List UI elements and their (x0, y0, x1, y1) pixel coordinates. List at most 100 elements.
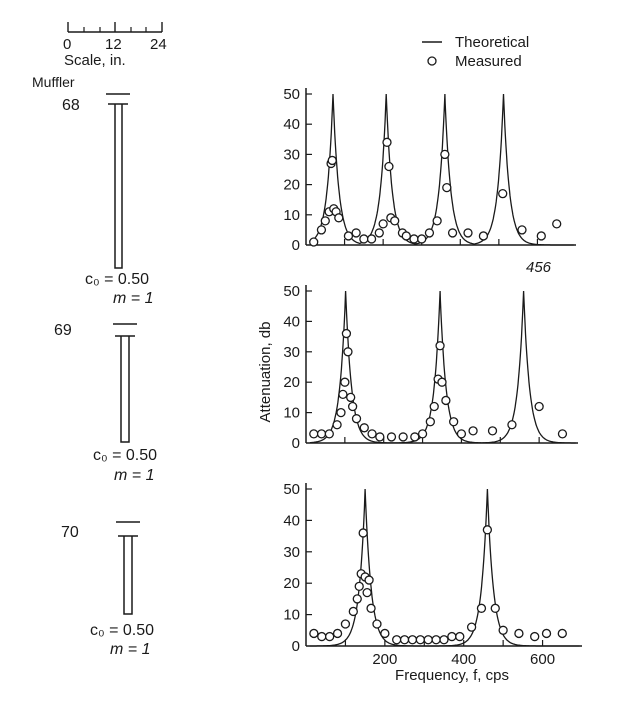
measured-point (417, 234, 427, 244)
measured-point (341, 328, 352, 339)
measured-point (332, 420, 342, 430)
measured-point (336, 407, 346, 418)
measured-point (317, 631, 327, 642)
measured-point (507, 420, 517, 430)
muffler-id: 70 (61, 524, 79, 541)
measured-point (514, 628, 524, 639)
measured-point (425, 417, 435, 427)
measured-point (557, 429, 568, 439)
measured-point (490, 603, 500, 613)
muffler-70-diagram (116, 521, 140, 615)
y-tick-label: 0 (292, 638, 300, 655)
measured-point (343, 347, 353, 357)
measured-point (343, 231, 354, 241)
measured-point (482, 525, 493, 535)
measured-point (338, 389, 348, 400)
measured-point (442, 182, 452, 193)
legend-circle-icon (427, 56, 437, 66)
measured-point (478, 231, 489, 241)
measured-point (324, 429, 334, 439)
handwritten-annotation: 456 (526, 259, 552, 276)
scale-tick-0: 0 (63, 36, 72, 53)
measured-point (487, 426, 498, 436)
measured-point (309, 429, 319, 439)
measured-point (424, 228, 435, 238)
measured-point (367, 429, 377, 439)
measured-point (380, 628, 390, 639)
measured-point (552, 219, 562, 229)
x-tick-label: 600 (530, 651, 555, 668)
muffler-id: 69 (54, 322, 72, 339)
muffler-m: m = 1 (113, 290, 154, 307)
measured-point (358, 528, 368, 538)
muffler-id: 68 (62, 97, 80, 114)
measured-point (340, 377, 350, 387)
measured-point (449, 417, 459, 427)
legend-markers (422, 41, 442, 66)
measured-point (378, 219, 388, 229)
measured-point (536, 231, 546, 241)
measured-point (530, 631, 540, 642)
measured-point (456, 429, 467, 439)
measured-point (340, 619, 351, 629)
measured-point (409, 234, 419, 244)
measured-point (362, 587, 372, 598)
measured-point (332, 628, 343, 639)
measured-point (468, 426, 478, 436)
measured-point (347, 401, 358, 412)
x-tick-label: 400 (451, 651, 476, 668)
scale-label: Scale, in. (64, 52, 126, 69)
y-tick-label: 30 (283, 146, 300, 163)
theoretical-curve (309, 93, 574, 246)
measured-point (498, 189, 508, 199)
legend-measured: Measured (455, 53, 522, 70)
measured-point (390, 216, 400, 226)
measured-point (429, 401, 439, 412)
measured-point (325, 631, 335, 642)
measured-point (352, 594, 362, 604)
measured-point (498, 625, 508, 635)
measured-point (463, 228, 473, 238)
y-tick-label: 10 (283, 405, 300, 422)
measured-point (398, 432, 408, 442)
measured-point (432, 216, 442, 226)
muffler-heading: Muffler (32, 74, 75, 90)
x-tick-label: 200 (372, 651, 397, 668)
y-tick-label: 10 (283, 207, 300, 224)
muffler-c0: c₀ = 0.50 (85, 271, 150, 288)
measured-point (375, 432, 385, 442)
measured-point (327, 155, 337, 166)
measured-point (435, 341, 445, 351)
legend-theoretical: Theoretical (455, 34, 530, 51)
measured-point (557, 628, 567, 639)
measured-point (366, 234, 377, 244)
scale-ruler-icon (67, 22, 163, 33)
muffler-c0: c₀ = 0.50 (90, 622, 155, 639)
measured-point (447, 228, 458, 238)
measured-point (309, 237, 319, 247)
muffler-m: m = 1 (114, 467, 155, 484)
x-axis-label: Frequency, f, cps (395, 667, 509, 684)
measured-point (441, 395, 451, 406)
muffler-68-diagram (106, 93, 130, 269)
muffler-m: m = 1 (110, 641, 151, 658)
measured-point (440, 149, 450, 160)
muffler-c0: c₀ = 0.50 (93, 447, 158, 464)
measured-point (334, 213, 344, 223)
measured-point (401, 231, 411, 241)
scale-tick-12: 12 (105, 36, 122, 53)
y-tick-label: 40 (283, 512, 300, 529)
y-tick-label: 20 (283, 374, 300, 391)
measured-point (437, 377, 447, 387)
measured-point (415, 635, 425, 645)
measured-point (476, 603, 487, 613)
measured-point (447, 631, 457, 642)
measured-point (410, 432, 420, 442)
measured-point (351, 414, 362, 424)
y-tick-label: 30 (283, 344, 300, 361)
measured-point (399, 635, 410, 645)
measured-point (348, 606, 358, 617)
measured-point (431, 635, 441, 645)
measured-point (320, 216, 330, 226)
